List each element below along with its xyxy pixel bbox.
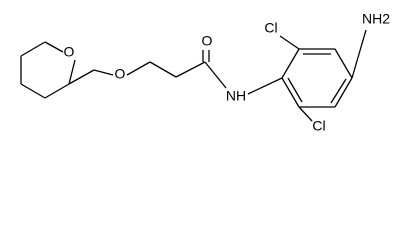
bond [281, 77, 300, 108]
bond [93, 69, 114, 76]
bond [44, 41, 64, 53]
bond [175, 61, 206, 78]
bond [44, 83, 70, 99]
bond [287, 77, 303, 103]
bonds [20, 29, 367, 122]
atom-label: O [64, 44, 75, 60]
bond [247, 77, 283, 95]
structure-diagram: O O O NH NH2 Cl Cl [20, 11, 390, 134]
bond [334, 48, 353, 79]
bond [20, 83, 46, 99]
bond [126, 61, 151, 76]
atom-label: O [202, 33, 213, 49]
atom-label: NH [226, 88, 246, 104]
bond [279, 35, 300, 50]
atom-label: Cl [312, 118, 325, 134]
bond [281, 48, 300, 79]
atom-label: O [115, 66, 126, 82]
bond [204, 61, 227, 89]
bond [149, 61, 177, 78]
atom-label: Cl [264, 20, 277, 36]
bond [298, 106, 313, 122]
bond [20, 41, 46, 57]
atom-label: NH2 [362, 11, 390, 27]
bond [330, 78, 347, 104]
bond [68, 69, 95, 85]
bond [68, 59, 76, 85]
bond [351, 29, 367, 79]
bond [334, 77, 353, 108]
